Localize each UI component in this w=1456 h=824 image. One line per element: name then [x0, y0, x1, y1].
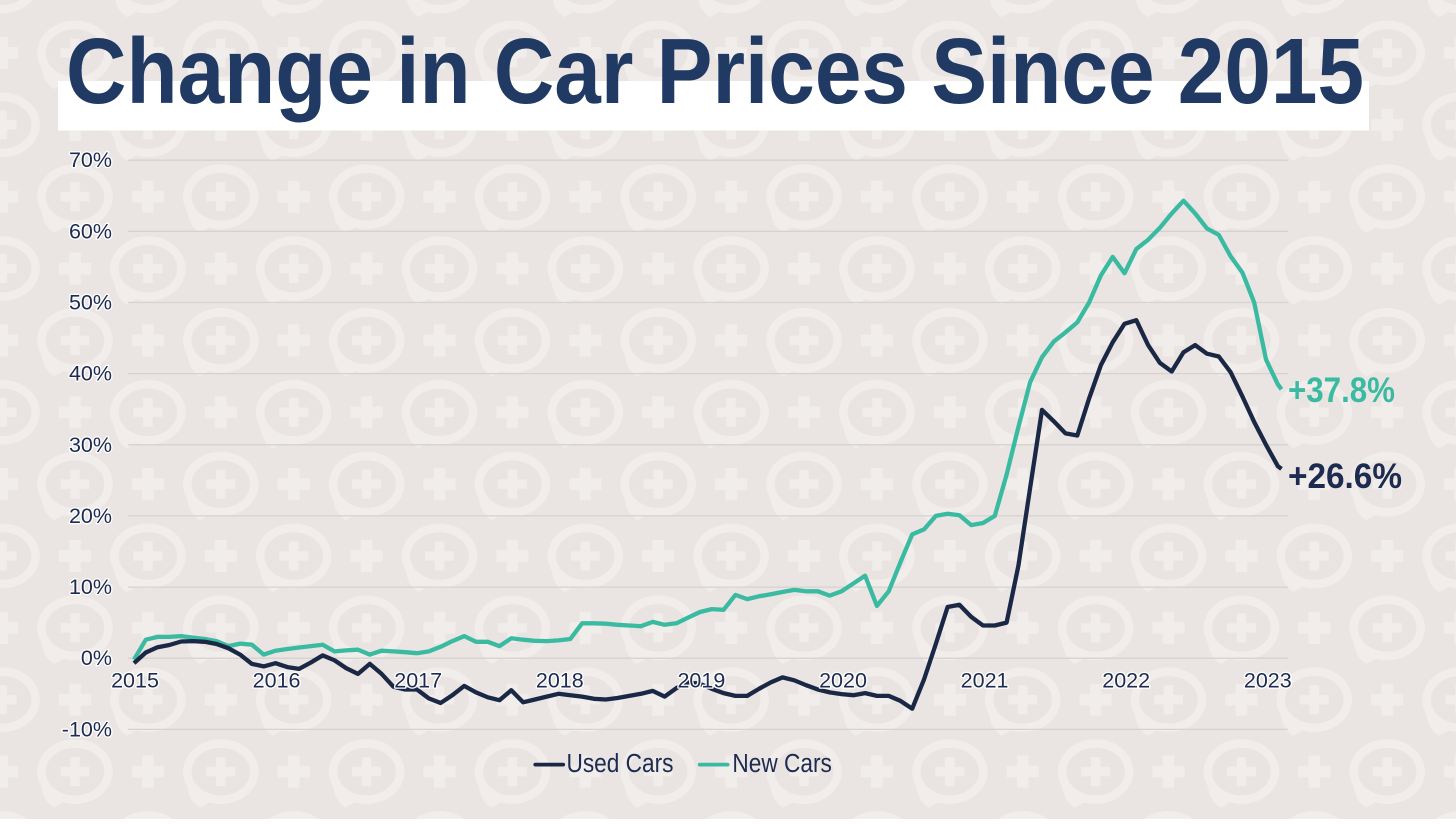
svg-text:50%: 50% [69, 291, 112, 315]
svg-text:+26.6%: +26.6% [1288, 457, 1402, 496]
svg-text:Change in Car Prices Since 201: Change in Car Prices Since 2015 [66, 19, 1364, 123]
svg-text:2023: 2023 [1244, 669, 1292, 693]
svg-text:70%: 70% [69, 148, 112, 172]
svg-text:Used Cars: Used Cars [567, 750, 674, 778]
svg-text:30%: 30% [69, 433, 112, 457]
svg-text:40%: 40% [69, 362, 112, 386]
svg-text:2019: 2019 [677, 669, 725, 693]
svg-text:+37.8%: +37.8% [1288, 371, 1395, 410]
svg-text:2020: 2020 [819, 669, 867, 693]
svg-text:60%: 60% [69, 219, 112, 243]
svg-text:2022: 2022 [1102, 669, 1150, 693]
svg-text:New Cars: New Cars [732, 750, 832, 778]
svg-text:20%: 20% [69, 504, 112, 528]
svg-text:0%: 0% [81, 646, 112, 670]
svg-text:10%: 10% [69, 575, 112, 599]
svg-text:2015: 2015 [111, 669, 159, 693]
svg-text:-10%: -10% [62, 717, 112, 741]
svg-text:2017: 2017 [394, 669, 442, 693]
svg-text:2018: 2018 [536, 669, 584, 693]
svg-text:2021: 2021 [961, 669, 1009, 693]
svg-text:2016: 2016 [253, 669, 301, 693]
